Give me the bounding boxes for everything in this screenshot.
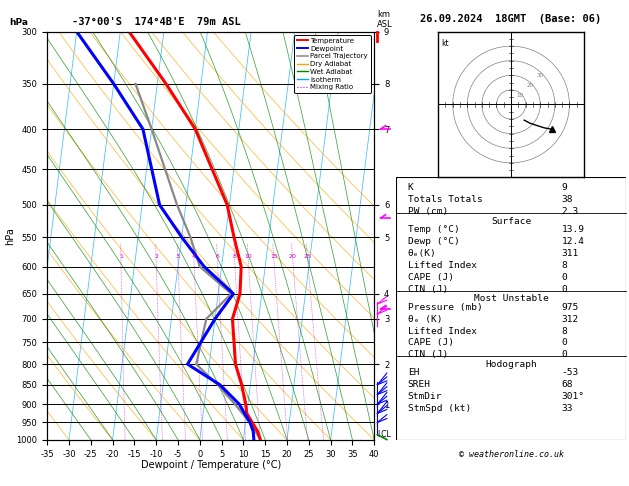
Text: 20: 20 — [289, 254, 296, 259]
Text: Lifted Index: Lifted Index — [408, 327, 477, 335]
Text: hPa: hPa — [9, 17, 28, 27]
Text: 30: 30 — [537, 72, 544, 78]
Text: 311: 311 — [562, 249, 579, 258]
Text: 4: 4 — [192, 254, 196, 259]
Text: Lifted Index: Lifted Index — [408, 261, 477, 270]
Text: 6: 6 — [215, 254, 219, 259]
Text: Temp (°C): Temp (°C) — [408, 225, 460, 234]
Text: StmDir: StmDir — [408, 392, 442, 401]
Text: 0: 0 — [562, 350, 567, 359]
Text: CAPE (J): CAPE (J) — [408, 338, 454, 347]
Text: 9: 9 — [562, 183, 567, 192]
Text: 3: 3 — [176, 254, 180, 259]
Text: Pressure (mb): Pressure (mb) — [408, 303, 482, 312]
Text: kt: kt — [441, 39, 448, 48]
Text: 68: 68 — [562, 380, 573, 389]
Text: EH: EH — [408, 368, 420, 377]
Text: Totals Totals: Totals Totals — [408, 195, 482, 204]
Text: 10: 10 — [244, 254, 252, 259]
Text: 2.3: 2.3 — [562, 207, 579, 216]
Text: 33: 33 — [562, 404, 573, 413]
Text: -37°00'S  174°4B'E  79m ASL: -37°00'S 174°4B'E 79m ASL — [72, 17, 241, 27]
Text: 8: 8 — [562, 327, 567, 335]
Text: 0: 0 — [562, 285, 567, 294]
Text: Dewp (°C): Dewp (°C) — [408, 237, 460, 246]
Text: 20: 20 — [526, 83, 534, 88]
Text: θₑ (K): θₑ (K) — [408, 314, 442, 324]
Text: 38: 38 — [562, 195, 573, 204]
Text: CIN (J): CIN (J) — [408, 285, 448, 294]
Text: 1: 1 — [119, 254, 123, 259]
Text: © weatheronline.co.uk: © weatheronline.co.uk — [459, 450, 564, 459]
Text: -53: -53 — [562, 368, 579, 377]
Text: km
ASL: km ASL — [377, 10, 393, 29]
Text: θₑ(K): θₑ(K) — [408, 249, 437, 258]
Text: 0: 0 — [562, 273, 567, 282]
Text: CIN (J): CIN (J) — [408, 350, 448, 359]
Text: 8: 8 — [562, 261, 567, 270]
Text: StmSpd (kt): StmSpd (kt) — [408, 404, 471, 413]
Text: 10: 10 — [516, 93, 523, 98]
Text: K: K — [408, 183, 413, 192]
Text: Most Unstable: Most Unstable — [474, 295, 548, 303]
Text: 0: 0 — [562, 338, 567, 347]
Text: LCL: LCL — [377, 430, 391, 439]
Legend: Temperature, Dewpoint, Parcel Trajectory, Dry Adiabat, Wet Adiabat, Isotherm, Mi: Temperature, Dewpoint, Parcel Trajectory… — [294, 35, 370, 93]
X-axis label: Dewpoint / Temperature (°C): Dewpoint / Temperature (°C) — [141, 460, 281, 470]
Text: 312: 312 — [562, 314, 579, 324]
Text: 25: 25 — [303, 254, 311, 259]
Text: 26.09.2024  18GMT  (Base: 06): 26.09.2024 18GMT (Base: 06) — [420, 14, 602, 24]
Text: 975: 975 — [562, 303, 579, 312]
Text: CAPE (J): CAPE (J) — [408, 273, 454, 282]
Text: SREH: SREH — [408, 380, 431, 389]
Text: 12.4: 12.4 — [562, 237, 584, 246]
Text: 15: 15 — [270, 254, 277, 259]
Text: Surface: Surface — [491, 217, 531, 226]
Text: 301°: 301° — [562, 392, 584, 401]
Text: Hodograph: Hodograph — [485, 360, 537, 369]
Text: 2: 2 — [154, 254, 158, 259]
Y-axis label: hPa: hPa — [5, 227, 15, 244]
Text: 13.9: 13.9 — [562, 225, 584, 234]
Text: 8: 8 — [233, 254, 237, 259]
Text: PW (cm): PW (cm) — [408, 207, 448, 216]
